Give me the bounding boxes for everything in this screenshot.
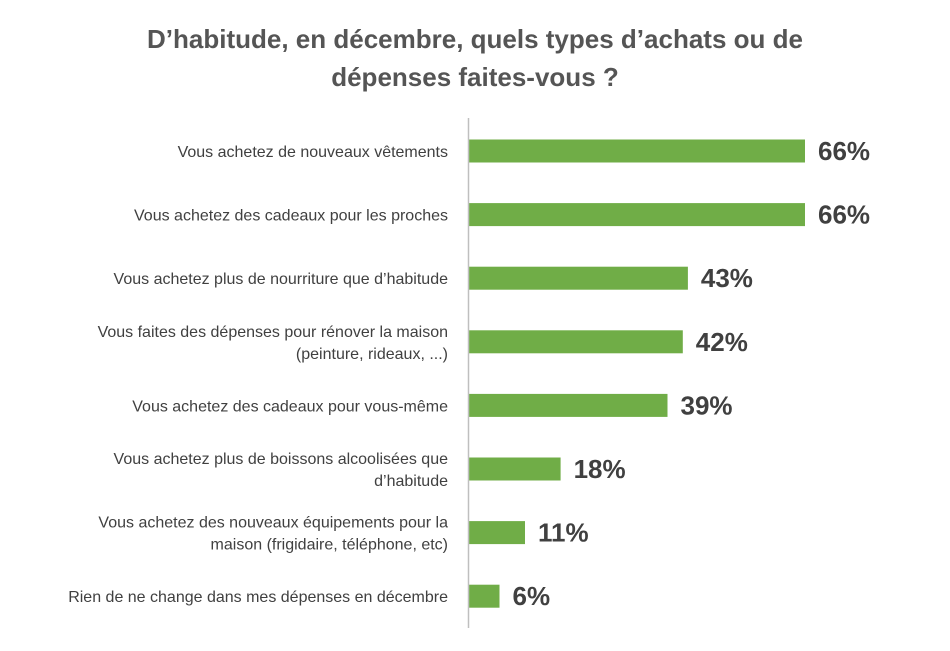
bar-1	[469, 139, 805, 163]
value-label-4: 42%	[696, 327, 748, 357]
category-labels: Vous achetez de nouveaux vêtements Vous a…	[68, 144, 448, 606]
value-label-3: 43%	[701, 263, 753, 293]
category-label-line: Vous achetez plus de nourriture que d’ha…	[114, 271, 449, 288]
value-label-1: 66%	[818, 136, 870, 166]
value-label-8: 6%	[513, 581, 551, 611]
category-label-line: Vous faites des dépenses pour rénover la…	[98, 324, 448, 341]
category-label-2: Vous achetez des cadeaux pour les proche…	[134, 208, 448, 225]
bar-8	[469, 584, 500, 608]
bar-2	[469, 203, 805, 227]
bar-6	[469, 457, 561, 481]
bar-3	[469, 266, 688, 290]
category-label-6: Vous achetez plus de boissons alcoolisée…	[114, 451, 449, 490]
category-label-8: Rien de ne change dans mes dépenses en d…	[68, 589, 448, 606]
bars	[469, 139, 805, 608]
category-label-line: Vous achetez des cadeaux pour les proche…	[134, 208, 448, 225]
category-label-3: Vous achetez plus de nourriture que d’ha…	[114, 271, 449, 288]
value-label-2: 66%	[818, 200, 870, 230]
category-label-line: Vous achetez des nouveaux équipements po…	[98, 515, 448, 532]
category-label-line: maison (frigidaire, téléphone, etc)	[211, 537, 448, 554]
category-label-5: Vous achetez des cadeaux pour vous-même	[132, 398, 448, 415]
category-label-line: Vous achetez de nouveaux vêtements	[178, 144, 448, 161]
category-label-line: Vous achetez des cadeaux pour vous-même	[132, 398, 448, 415]
chart-title-line-1: D’habitude, en décembre, quels types d’a…	[147, 24, 803, 54]
category-label-7: Vous achetez des nouveaux équipements po…	[98, 515, 448, 554]
category-label-1: Vous achetez de nouveaux vêtements	[178, 144, 448, 161]
chart-title-line-2: dépenses faites-vous ?	[331, 62, 619, 92]
category-label-line: Vous achetez plus de boissons alcoolisée…	[114, 451, 449, 468]
category-label-4: Vous faites des dépenses pour rénover la…	[98, 324, 448, 363]
category-label-line: (peinture, rideaux, ...)	[296, 346, 448, 363]
value-label-5: 39%	[681, 390, 733, 420]
value-label-7: 11%	[538, 518, 589, 548]
bar-4	[469, 330, 683, 354]
value-label-6: 18%	[574, 454, 626, 484]
bar-7	[469, 521, 525, 545]
category-label-line: Rien de ne change dans mes dépenses en d…	[68, 589, 448, 606]
bar-5	[469, 393, 668, 417]
category-label-line: d’habitude	[374, 473, 448, 490]
value-labels: 66% 66% 43% 42% 39% 18% 11% 6%	[513, 136, 871, 611]
chart-title: D’habitude, en décembre, quels types d’a…	[0, 20, 950, 96]
